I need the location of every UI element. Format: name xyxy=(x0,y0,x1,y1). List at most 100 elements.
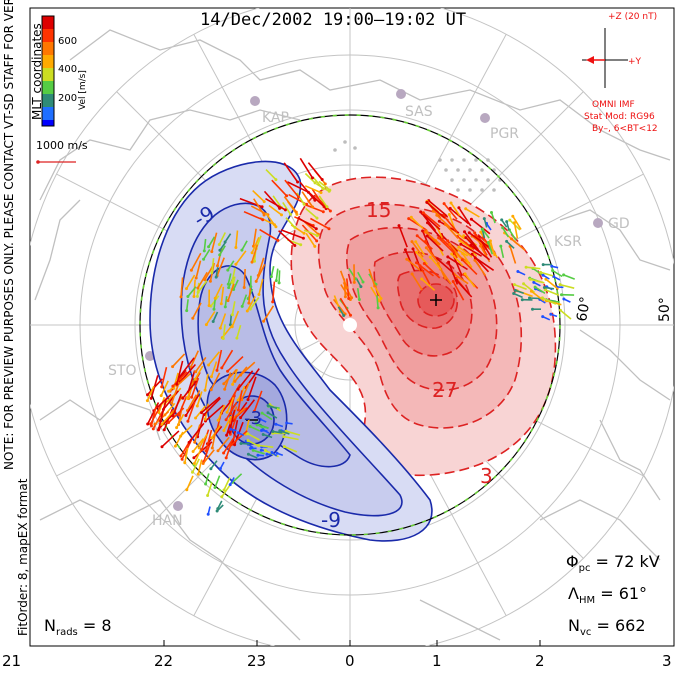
colorbar-tick: 600 xyxy=(58,36,77,47)
velocity-vector-origin xyxy=(194,417,197,420)
velocity-vector-origin xyxy=(197,291,200,294)
velocity-vector-origin xyxy=(457,206,460,209)
velocity-vector-origin xyxy=(512,292,515,295)
mlt-tick-label: 0 xyxy=(345,652,355,670)
velocity-vector-origin xyxy=(251,251,254,254)
velocity-vector-origin xyxy=(264,449,267,452)
velocity-vector-origin xyxy=(202,462,205,465)
velocity-vector-origin xyxy=(429,256,432,259)
velocity-vector-origin xyxy=(404,248,407,251)
velocity-vector-origin xyxy=(237,388,240,391)
velocity-vector-origin xyxy=(528,297,531,300)
velocity-vector-origin xyxy=(543,286,546,289)
velocity-vector-origin xyxy=(188,441,191,444)
velocity-vector-origin xyxy=(531,308,534,311)
velocity-vector-origin xyxy=(499,245,502,248)
contour-label: 3 xyxy=(480,464,493,488)
velocity-vector-origin xyxy=(425,201,428,204)
station-label: KAP xyxy=(262,110,289,126)
velocity-vector-origin xyxy=(209,280,212,283)
velocity-vector-origin xyxy=(208,304,211,307)
hm-boundary-latitude: ΛHM = 61° xyxy=(568,584,647,606)
contour-label: -9 xyxy=(321,508,341,532)
velocity-vector-origin xyxy=(267,404,270,407)
velocity-vector-origin xyxy=(184,414,187,417)
velocity-vector-origin xyxy=(198,446,201,449)
velocity-vector-origin xyxy=(459,243,462,246)
velocity-vector-origin xyxy=(280,213,283,216)
velocity-vector-origin xyxy=(174,445,177,448)
velocity-vector xyxy=(279,270,280,283)
velocity-vector-origin xyxy=(297,195,300,198)
velocity-vector-origin xyxy=(461,252,464,255)
velocity-vector-origin xyxy=(200,411,203,414)
velocity-vector-origin xyxy=(398,224,401,227)
velocity-vector-origin xyxy=(217,449,220,452)
colorbar-tick: 200 xyxy=(58,93,77,104)
velocity-vector-origin xyxy=(210,436,213,439)
velocity-vector-origin xyxy=(172,415,175,418)
velocity-vector-origin xyxy=(414,240,417,243)
velocity-vector-origin xyxy=(220,366,223,369)
velocity-vector xyxy=(271,266,273,276)
velocity-vector-origin xyxy=(550,265,553,268)
velocity-vector-origin xyxy=(513,221,516,224)
velocity-vector-origin xyxy=(255,280,258,283)
velocity-vector xyxy=(308,163,322,180)
velocity-vector-origin xyxy=(423,262,426,265)
velocity-vector-origin xyxy=(251,261,254,264)
velocity-vector-origin xyxy=(247,398,250,401)
velocity-vector-origin xyxy=(186,397,189,400)
velocity-vector-origin xyxy=(410,216,413,219)
velocity-vector-origin xyxy=(267,411,270,414)
velocity-vector xyxy=(560,310,571,319)
velocity-vector-origin xyxy=(163,428,166,431)
velocity-vector-origin xyxy=(444,223,447,226)
velocity-vector-origin xyxy=(218,249,221,252)
velocity-vector-origin xyxy=(464,272,467,275)
velocity-vector-origin xyxy=(241,305,244,308)
velocity-vector-origin xyxy=(447,261,450,264)
velocity-vector-origin xyxy=(191,317,194,320)
velocity-vector-origin xyxy=(192,450,195,453)
velocity-vector-origin xyxy=(313,199,316,202)
velocity-vector-origin xyxy=(283,445,286,448)
velocity-vector-origin xyxy=(347,297,350,300)
velocity-vector-origin xyxy=(217,419,220,422)
velocity-vector-origin xyxy=(412,247,415,250)
velocity-vector-origin xyxy=(234,246,237,249)
velocity-vector-origin xyxy=(296,181,299,184)
velocity-vector-origin xyxy=(479,231,482,234)
velocity-vector-origin xyxy=(405,258,408,261)
velocity-vector-origin xyxy=(243,286,246,289)
velocity-vector-origin xyxy=(437,236,440,239)
velocity-vector-origin xyxy=(146,423,149,426)
velocity-vector-origin xyxy=(146,399,149,402)
pole-marker xyxy=(343,318,357,332)
velocity-vector-origin xyxy=(223,388,226,391)
velocity-vector-origin xyxy=(226,269,229,272)
station-label: SAS xyxy=(405,104,433,120)
velocity-vector-origin xyxy=(500,218,503,221)
velocity-vector xyxy=(564,275,575,279)
velocity-vector-origin xyxy=(345,286,348,289)
velocity-vector-origin xyxy=(461,258,464,261)
velocity-vector-origin xyxy=(175,383,178,386)
velocity-vector-origin xyxy=(329,210,332,213)
velocity-vector-origin xyxy=(513,283,516,286)
velocity-vector-origin xyxy=(285,194,288,197)
velocity-vector-origin xyxy=(541,315,544,318)
velocity-vector-origin xyxy=(449,207,452,210)
velocity-vector-origin xyxy=(358,298,361,301)
velocity-vector-origin xyxy=(160,394,163,397)
velocity-vector-origin xyxy=(214,297,217,300)
velocity-vector-origin xyxy=(216,507,219,510)
velocity-vector-origin xyxy=(224,305,227,308)
velocity-vector-origin xyxy=(299,243,302,246)
velocity-vector-origin xyxy=(522,282,525,285)
velocity-vector-origin xyxy=(231,281,234,284)
velocity-vector-origin xyxy=(252,449,255,452)
velocity-vector-origin xyxy=(487,241,490,244)
velocity-vector-origin xyxy=(380,297,383,300)
velocity-vector-origin xyxy=(534,286,537,289)
